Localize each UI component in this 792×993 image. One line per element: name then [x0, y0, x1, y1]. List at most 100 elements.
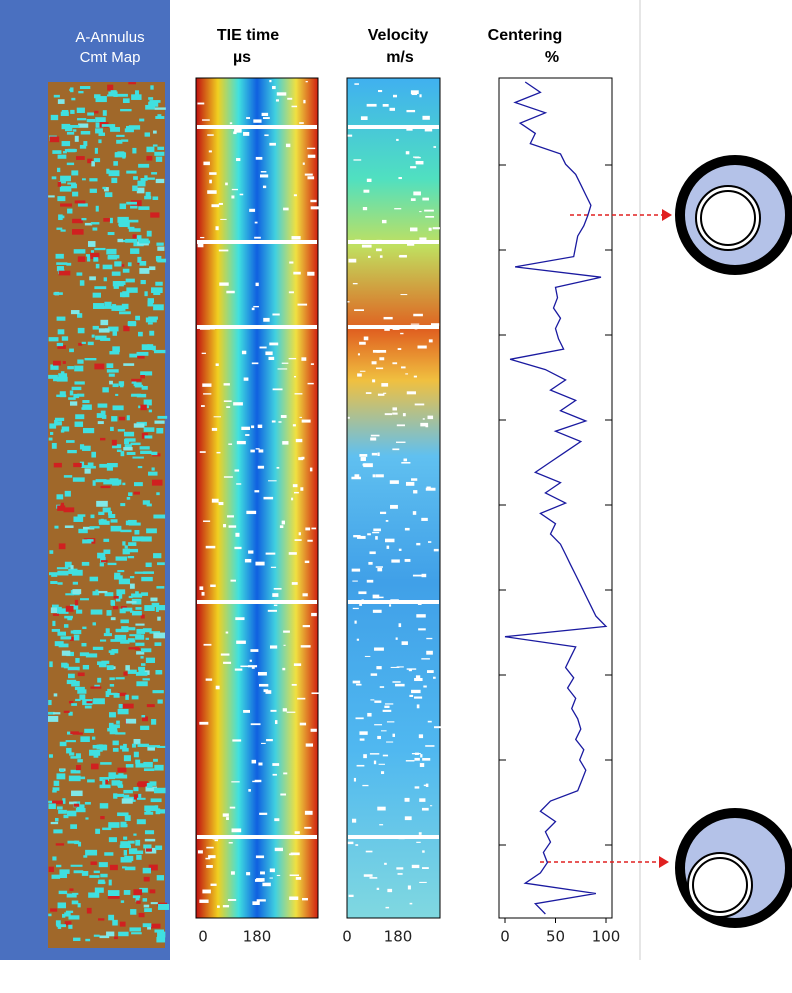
- tick-label: 0: [198, 928, 208, 946]
- speck: [202, 889, 211, 894]
- speck: [142, 500, 150, 505]
- speck: [362, 463, 367, 466]
- speck: [76, 609, 83, 614]
- speck: [255, 282, 259, 287]
- speck: [280, 415, 287, 418]
- speck: [107, 692, 118, 696]
- speck: [119, 844, 132, 849]
- speck: [108, 914, 115, 921]
- speck: [412, 691, 419, 693]
- speck: [123, 849, 127, 856]
- speck: [151, 467, 155, 471]
- speck: [144, 435, 153, 439]
- speck: [141, 576, 153, 582]
- speck: [97, 552, 106, 559]
- speck: [75, 753, 81, 759]
- speck: [155, 156, 163, 162]
- speck: [113, 693, 120, 698]
- speck: [292, 484, 298, 488]
- speck: [381, 383, 389, 387]
- speck: [119, 203, 127, 210]
- speck: [246, 510, 257, 515]
- speck: [262, 185, 267, 189]
- speck: [310, 206, 320, 210]
- speck: [411, 478, 418, 481]
- speck: [281, 520, 285, 525]
- speck: [251, 425, 255, 429]
- speck: [305, 743, 313, 747]
- speck: [136, 187, 145, 194]
- speck: [230, 871, 235, 875]
- speck: [65, 593, 75, 596]
- speck: [51, 572, 58, 577]
- speck: [77, 359, 84, 364]
- speck: [72, 218, 83, 224]
- speck: [366, 579, 374, 583]
- speck: [84, 801, 91, 805]
- speck: [256, 899, 266, 902]
- speck: [143, 571, 155, 574]
- speck: [276, 874, 281, 877]
- speck: [118, 578, 131, 585]
- speck: [109, 712, 116, 718]
- speck: [422, 197, 429, 201]
- speck: [260, 171, 267, 173]
- speck: [100, 560, 108, 563]
- speck: [371, 452, 378, 456]
- speck: [262, 117, 270, 119]
- speck: [133, 176, 138, 180]
- speck: [133, 738, 141, 745]
- speck: [104, 192, 113, 198]
- speck: [140, 648, 152, 653]
- speck: [69, 348, 74, 353]
- speck: [118, 773, 124, 777]
- speck: [66, 131, 75, 135]
- speck: [218, 202, 223, 205]
- speck: [65, 127, 73, 132]
- speck: [77, 759, 83, 763]
- speck: [131, 378, 142, 382]
- speck: [120, 108, 132, 112]
- speck: [251, 307, 255, 311]
- speck: [257, 671, 267, 676]
- speck: [365, 850, 373, 853]
- speck: [140, 404, 147, 411]
- speck: [56, 864, 62, 868]
- speck: [50, 821, 59, 825]
- speck: [57, 570, 69, 576]
- speck: [129, 353, 138, 358]
- speck: [70, 756, 81, 759]
- speck: [378, 763, 385, 765]
- speck: [288, 357, 297, 360]
- speck: [113, 727, 118, 732]
- speck: [253, 119, 262, 123]
- speck: [75, 765, 82, 771]
- speck: [119, 745, 125, 750]
- speck: [413, 490, 418, 494]
- speck: [77, 903, 81, 908]
- speck: [97, 661, 106, 666]
- speck: [248, 789, 251, 792]
- speck: [65, 740, 76, 743]
- speck: [102, 186, 106, 190]
- speck: [286, 711, 296, 713]
- speck: [387, 888, 393, 893]
- speck: [60, 371, 65, 378]
- speck: [245, 434, 250, 436]
- stripe: [348, 125, 439, 129]
- speck: [72, 477, 85, 482]
- speck: [258, 449, 264, 453]
- speck: [81, 465, 91, 469]
- speck: [89, 749, 101, 756]
- speck: [305, 527, 311, 531]
- speck: [117, 708, 129, 715]
- speck: [293, 375, 297, 378]
- speck: [303, 99, 306, 104]
- speck: [133, 833, 137, 836]
- speck: [135, 634, 145, 640]
- speck: [132, 895, 141, 899]
- speck: [106, 248, 117, 255]
- speck: [108, 513, 116, 519]
- speck: [305, 80, 308, 83]
- speck: [106, 931, 115, 937]
